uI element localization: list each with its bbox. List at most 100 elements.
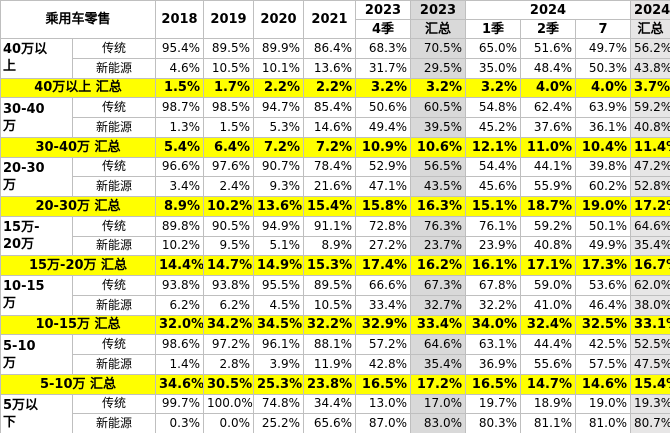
data-row: 5万以下传统 99.7% 100.0% 74.8% 34.4% 13.0% 17.0% 19.… (0, 393, 670, 433)
share-cell: 44.4% (520, 334, 577, 355)
summary-cell: 32.0% (155, 314, 205, 336)
summary-cell: 1.5% (155, 77, 205, 99)
share-cell: 67.8% (465, 275, 522, 296)
summary-cell: 10.9% (355, 136, 412, 158)
group-label: 40万以上 (0, 38, 73, 79)
summary-label: 5-10万 汇总 (0, 373, 157, 395)
share-cell: 89.8% (155, 215, 205, 237)
summary-cell: 3.2% (355, 77, 412, 99)
share-cell: 93.8% (203, 275, 255, 296)
share-cell: 56.5% (410, 156, 467, 178)
share-cell: 1.4% (155, 354, 205, 375)
group-label: 30-40 万 (0, 97, 73, 138)
share-cell: 27.2% (355, 235, 412, 257)
year: 2019 (203, 0, 255, 39)
share-cell: 55.6% (520, 354, 577, 375)
summary-cell: 16.5% (355, 373, 412, 395)
summary-label: 40万以上 汇总 (0, 77, 157, 99)
share-cell: 88.1% (303, 334, 357, 355)
share-cell: 49.7% (575, 38, 632, 59)
share-cell: 98.6% (155, 334, 205, 355)
summary-cell: 8.9% (155, 196, 205, 217)
share-cell: 35.4% (410, 354, 467, 375)
summary-cell: 4.0% (520, 77, 577, 99)
label-line: 5万以 (3, 397, 39, 413)
group-label: 5-10 万 (0, 334, 73, 375)
share-cell: 59.2% (630, 97, 670, 118)
share-cell: 43.5% (410, 176, 467, 197)
share-cell: 89.5% (203, 38, 255, 59)
share-cell: 2.8% (203, 354, 255, 375)
share-cell: 0.3% (155, 413, 205, 433)
share-cell: 47.2% (630, 156, 670, 178)
share-cell: 52.8% (630, 176, 670, 197)
period: 汇总 (630, 19, 670, 39)
share-cell: 50.3% (575, 57, 632, 79)
share-cell: 19.3% (630, 393, 670, 415)
summary-cell: 12.1% (465, 136, 522, 158)
share-cell: 65.6% (303, 413, 357, 433)
data-row: 新能源 10.2% 9.5% 5.1% 8.9% 27.2% 23.7% 23.9% 40.8%… (1, 235, 670, 257)
share-cell: 9.5% (203, 235, 255, 257)
share-cell: 3.9% (253, 354, 305, 375)
share-cell: 40.8% (630, 117, 670, 138)
summary-cell: 18.7% (520, 196, 577, 217)
year: 2024 (630, 0, 670, 20)
data-row: 15万- 20万 传统 89.8% 90.5% 94.9% 91.1% 72.8% 76.3% 7… (0, 215, 670, 257)
share-cell: 23.9% (465, 235, 522, 257)
label-line: 下 (3, 414, 17, 430)
summary-cell: 17.2% (410, 373, 467, 395)
share-cell: 8.9% (303, 235, 357, 257)
share-cell: 49.9% (575, 235, 632, 257)
share-cell: 36.9% (465, 354, 522, 375)
summary-cell: 17.3% (575, 255, 632, 276)
summary-cell: 16.7% (630, 255, 670, 276)
share-cell: 43.8% (630, 57, 670, 79)
summary-cell: 3.2% (410, 77, 467, 99)
share-cell: 4.5% (253, 294, 305, 316)
summary-cell: 15.8% (355, 196, 412, 217)
share-cell: 52.9% (355, 156, 412, 178)
label-line: 上 (3, 59, 17, 75)
share-cell: 3.4% (155, 176, 205, 197)
summary-cell: 25.3% (253, 373, 305, 395)
share-cell: 5.3% (253, 117, 305, 138)
summary-cell: 6.4% (203, 136, 255, 158)
share-cell: 59.0% (520, 275, 577, 296)
share-cell: 64.6% (630, 215, 670, 237)
share-cell: 99.7% (155, 393, 205, 415)
label-line: 万 (3, 296, 17, 312)
share-cell: 76.1% (465, 215, 522, 237)
share-cell: 2.4% (203, 176, 255, 197)
summary-cell: 15.4% (630, 373, 670, 395)
share-cell: 42.5% (575, 334, 632, 355)
label-line: 10-15 (3, 279, 45, 295)
header-row: 4季 汇总 1季 2季 7 汇总 (1, 19, 670, 39)
summary-row: 40万以上 汇总 1.5% 1.7% 2.2% 2.2% 3.2% 3.2% 3.2% 4.0%… (0, 77, 670, 99)
summary-row: 5-10万 汇总 34.6% 30.5% 25.3% 23.8% 16.5% 17.2% 16… (0, 373, 670, 395)
summary-cell: 14.6% (575, 373, 632, 395)
share-cell: 74.8% (253, 393, 305, 415)
group-label: 15万- 20万 (0, 215, 73, 257)
summary-cell: 14.7% (203, 255, 255, 276)
share-cell: 25.2% (253, 413, 305, 433)
data-row: 新能源 6.2% 6.2% 4.5% 10.5% 33.4% 32.7% 32.2% 41.0%… (1, 294, 670, 316)
share-cell: 11.9% (303, 354, 357, 375)
group-label: 20-30 万 (0, 156, 73, 197)
summary-label: 20-30万 汇总 (0, 196, 157, 217)
summary-cell: 14.9% (253, 255, 305, 276)
period: 1季 (465, 19, 522, 39)
data-row: 10-15 万传统 93.8% 93.8% 95.5% 89.5% 66.6% 67.3% 67… (0, 275, 670, 316)
summary-cell: 14.4% (155, 255, 205, 276)
share-cell: 23.7% (410, 235, 467, 257)
summary-cell: 11.4% (630, 136, 670, 158)
data-row: 30-40 万传统 98.7% 98.5% 94.7% 85.4% 50.6% 60.5% 54… (0, 97, 670, 138)
share-cell: 40.8% (520, 235, 577, 257)
data-row: 20-30 万传统 96.6% 97.6% 90.7% 78.4% 52.9% 56.5% 54… (0, 156, 670, 197)
summary-label: 15万-20万 汇总 (0, 255, 157, 276)
summary-row: 10-15万 汇总 32.0% 34.2% 34.5% 32.2% 32.9% 33.4% 3… (0, 314, 670, 336)
share-cell: 37.6% (520, 117, 577, 138)
summary-cell: 23.8% (303, 373, 357, 395)
share-cell: 65.0% (465, 38, 522, 59)
share-cell: 6.2% (155, 294, 205, 316)
